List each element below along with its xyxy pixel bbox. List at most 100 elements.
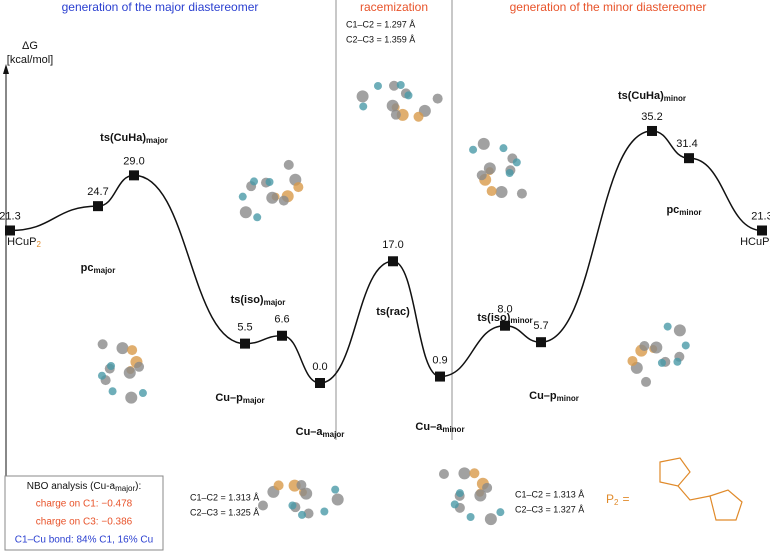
level-name-sub: minor xyxy=(442,425,464,434)
atom xyxy=(386,99,399,112)
atom xyxy=(125,391,138,404)
energy-level xyxy=(500,320,510,331)
energy-label: 17.0 xyxy=(382,239,403,251)
energy-level xyxy=(277,330,287,341)
molecule-art xyxy=(97,80,690,526)
level-name-sub: minor xyxy=(557,394,579,403)
atom xyxy=(359,102,368,111)
level-name-main: Cu–a xyxy=(296,426,324,438)
energy-label: 0.9 xyxy=(432,354,447,366)
level-name-main: ts(CuHa) xyxy=(618,90,664,102)
level-name-main: pc xyxy=(81,262,94,274)
atom xyxy=(413,111,424,122)
atom xyxy=(641,376,652,387)
level-name-sub: 2 xyxy=(36,240,41,249)
atom xyxy=(499,144,508,153)
atom xyxy=(486,186,497,197)
nbo-title: NBO analysis (Cu-amajor): xyxy=(27,481,141,493)
ligand-sub: 2 xyxy=(614,498,619,507)
atom xyxy=(108,387,117,396)
energy-level xyxy=(647,125,657,136)
atom xyxy=(293,182,304,193)
atom xyxy=(663,322,672,331)
atom xyxy=(476,170,487,181)
atom xyxy=(474,489,487,502)
atom xyxy=(134,361,145,372)
level-name: pcmajor xyxy=(81,262,116,275)
atom xyxy=(455,489,464,498)
nbo-line: charge on C1: −0.478 xyxy=(36,499,133,510)
atom xyxy=(450,500,459,509)
energy-label: 21.3 xyxy=(0,210,21,222)
level-name-sub: major xyxy=(323,430,345,439)
atom xyxy=(681,341,690,350)
energy-level xyxy=(93,201,103,212)
atom xyxy=(97,371,106,380)
level-name: ts(CuHa)minor xyxy=(618,90,686,103)
nbo-title-text: NBO analysis (Cu-a xyxy=(27,481,116,492)
bond-length: C1–C2 = 1.297 Å xyxy=(346,19,415,29)
atom xyxy=(389,80,400,91)
level-name-sub: major xyxy=(243,396,265,405)
energy-label: 8.0 xyxy=(497,304,512,316)
atom xyxy=(298,510,307,519)
bond-length: C2–C3 = 1.327 Å xyxy=(515,504,584,514)
atom xyxy=(495,185,508,198)
level-name-main: ts(iso) xyxy=(477,312,510,324)
atom xyxy=(505,168,514,177)
section-title: generation of the major diastereomer xyxy=(62,0,259,14)
atom xyxy=(484,513,497,526)
section-title: racemization xyxy=(360,0,428,14)
atom xyxy=(458,467,471,480)
atom xyxy=(320,507,329,516)
energy-label: 21.3 xyxy=(751,210,770,222)
ligand-structure xyxy=(659,457,743,521)
energy-level xyxy=(684,153,694,164)
atom xyxy=(278,195,289,206)
level-name-main: ts(CuHa) xyxy=(100,132,146,144)
atom xyxy=(390,109,401,120)
nbo-title-end: ): xyxy=(135,481,141,492)
atom xyxy=(127,345,138,356)
level-name-main: Cu–p xyxy=(215,392,243,404)
atom xyxy=(123,366,136,379)
atom xyxy=(331,485,340,494)
atom xyxy=(650,341,663,354)
atom xyxy=(239,206,252,219)
atom xyxy=(356,90,369,103)
atom xyxy=(250,177,259,186)
atom xyxy=(288,501,297,510)
atom xyxy=(432,93,443,104)
level-name: pcminor xyxy=(666,204,701,217)
bond-length: C2–C3 = 1.325 Å xyxy=(190,507,259,517)
atom xyxy=(296,480,307,491)
energy-label: 29.0 xyxy=(123,155,144,167)
atom xyxy=(404,91,413,100)
atom xyxy=(283,159,294,170)
atom xyxy=(253,213,262,222)
atom xyxy=(266,191,279,204)
level-name-main: pc xyxy=(666,204,679,216)
axis-label: [kcal/mol] xyxy=(7,54,53,66)
nbo-box xyxy=(4,475,164,551)
bond-length: C1–C2 = 1.313 Å xyxy=(190,492,259,502)
energy-label: 35.2 xyxy=(641,111,662,123)
ligand-eq: = xyxy=(622,492,629,506)
energy-level xyxy=(435,371,445,382)
atom xyxy=(516,188,527,199)
energy-level xyxy=(240,338,250,349)
level-name: ts(iso)minor xyxy=(477,312,532,325)
level-name-main: HCuP xyxy=(7,236,36,248)
level-name: ts(rac) xyxy=(376,306,410,318)
energy-label: 5.5 xyxy=(237,322,252,334)
atom xyxy=(438,469,449,480)
atom xyxy=(373,81,382,90)
energy-level xyxy=(5,225,15,236)
level-name-main: HCuP xyxy=(740,236,769,248)
level-name-main: Cu–a xyxy=(415,421,443,433)
atom xyxy=(97,339,108,350)
level-name: ts(iso)major xyxy=(231,294,286,307)
nbo-line: C1–Cu bond: 84% C1, 16% Cu xyxy=(15,535,153,546)
bond-length: C2–C3 = 1.359 Å xyxy=(346,34,415,44)
atom xyxy=(331,493,344,506)
